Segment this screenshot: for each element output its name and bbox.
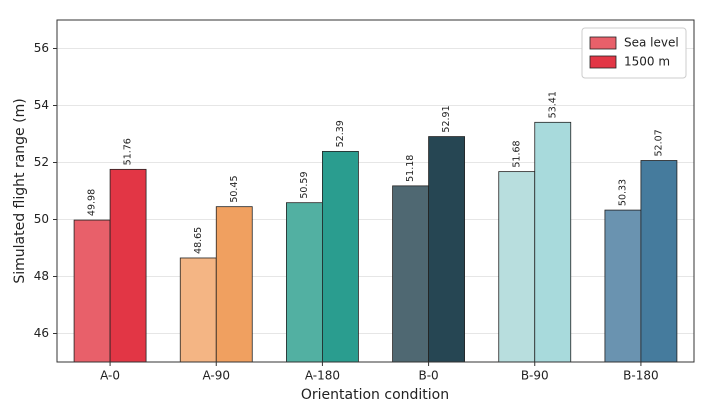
y-tick-label: 48 (34, 269, 49, 283)
bar (428, 136, 465, 363)
value-label: 52.91 (441, 105, 452, 132)
x-axis-label: Orientation condition (301, 387, 449, 403)
legend-label: 1500 m (624, 55, 670, 69)
x-tick-label: A-180 (305, 369, 340, 383)
value-label: 51.76 (123, 138, 134, 165)
value-label: 51.68 (511, 140, 522, 167)
y-tick-label: 46 (34, 326, 49, 340)
value-label: 48.65 (193, 227, 204, 254)
value-label: 49.98 (87, 189, 98, 216)
y-tick-label: 54 (34, 98, 49, 112)
plot-frame (56, 19, 695, 363)
legend-swatch (589, 55, 617, 69)
legend-label: Sea level (624, 36, 679, 50)
legend-swatch (589, 36, 617, 50)
bar (604, 209, 642, 363)
value-label: 51.18 (405, 155, 416, 182)
bar (73, 219, 111, 363)
value-label: 52.07 (653, 129, 664, 156)
bar (534, 121, 572, 363)
bar (215, 206, 253, 363)
x-tick-label: B-0 (418, 369, 438, 383)
bar (286, 202, 323, 363)
value-label: 50.59 (299, 171, 310, 198)
y-tick-label: 52 (34, 155, 49, 169)
legend: Sea level 1500 m (581, 27, 687, 79)
bar (640, 160, 678, 363)
y-axis-label: Simulated flight range (m) (12, 98, 28, 283)
x-tick-label: A-0 (100, 369, 120, 383)
y-tick-label: 50 (34, 212, 49, 226)
bar (179, 257, 217, 363)
bar (322, 150, 359, 363)
value-label: 50.45 (229, 175, 240, 202)
x-tick-label: A-90 (202, 369, 230, 383)
x-tick-label: B-90 (521, 369, 549, 383)
bar (109, 168, 147, 363)
value-label: 52.39 (335, 120, 346, 147)
bar (498, 171, 536, 363)
value-label: 53.41 (547, 91, 558, 118)
value-label: 50.33 (617, 179, 628, 206)
x-tick-label: B-180 (623, 369, 658, 383)
y-tick-label: 56 (34, 41, 49, 55)
bar (392, 185, 429, 363)
